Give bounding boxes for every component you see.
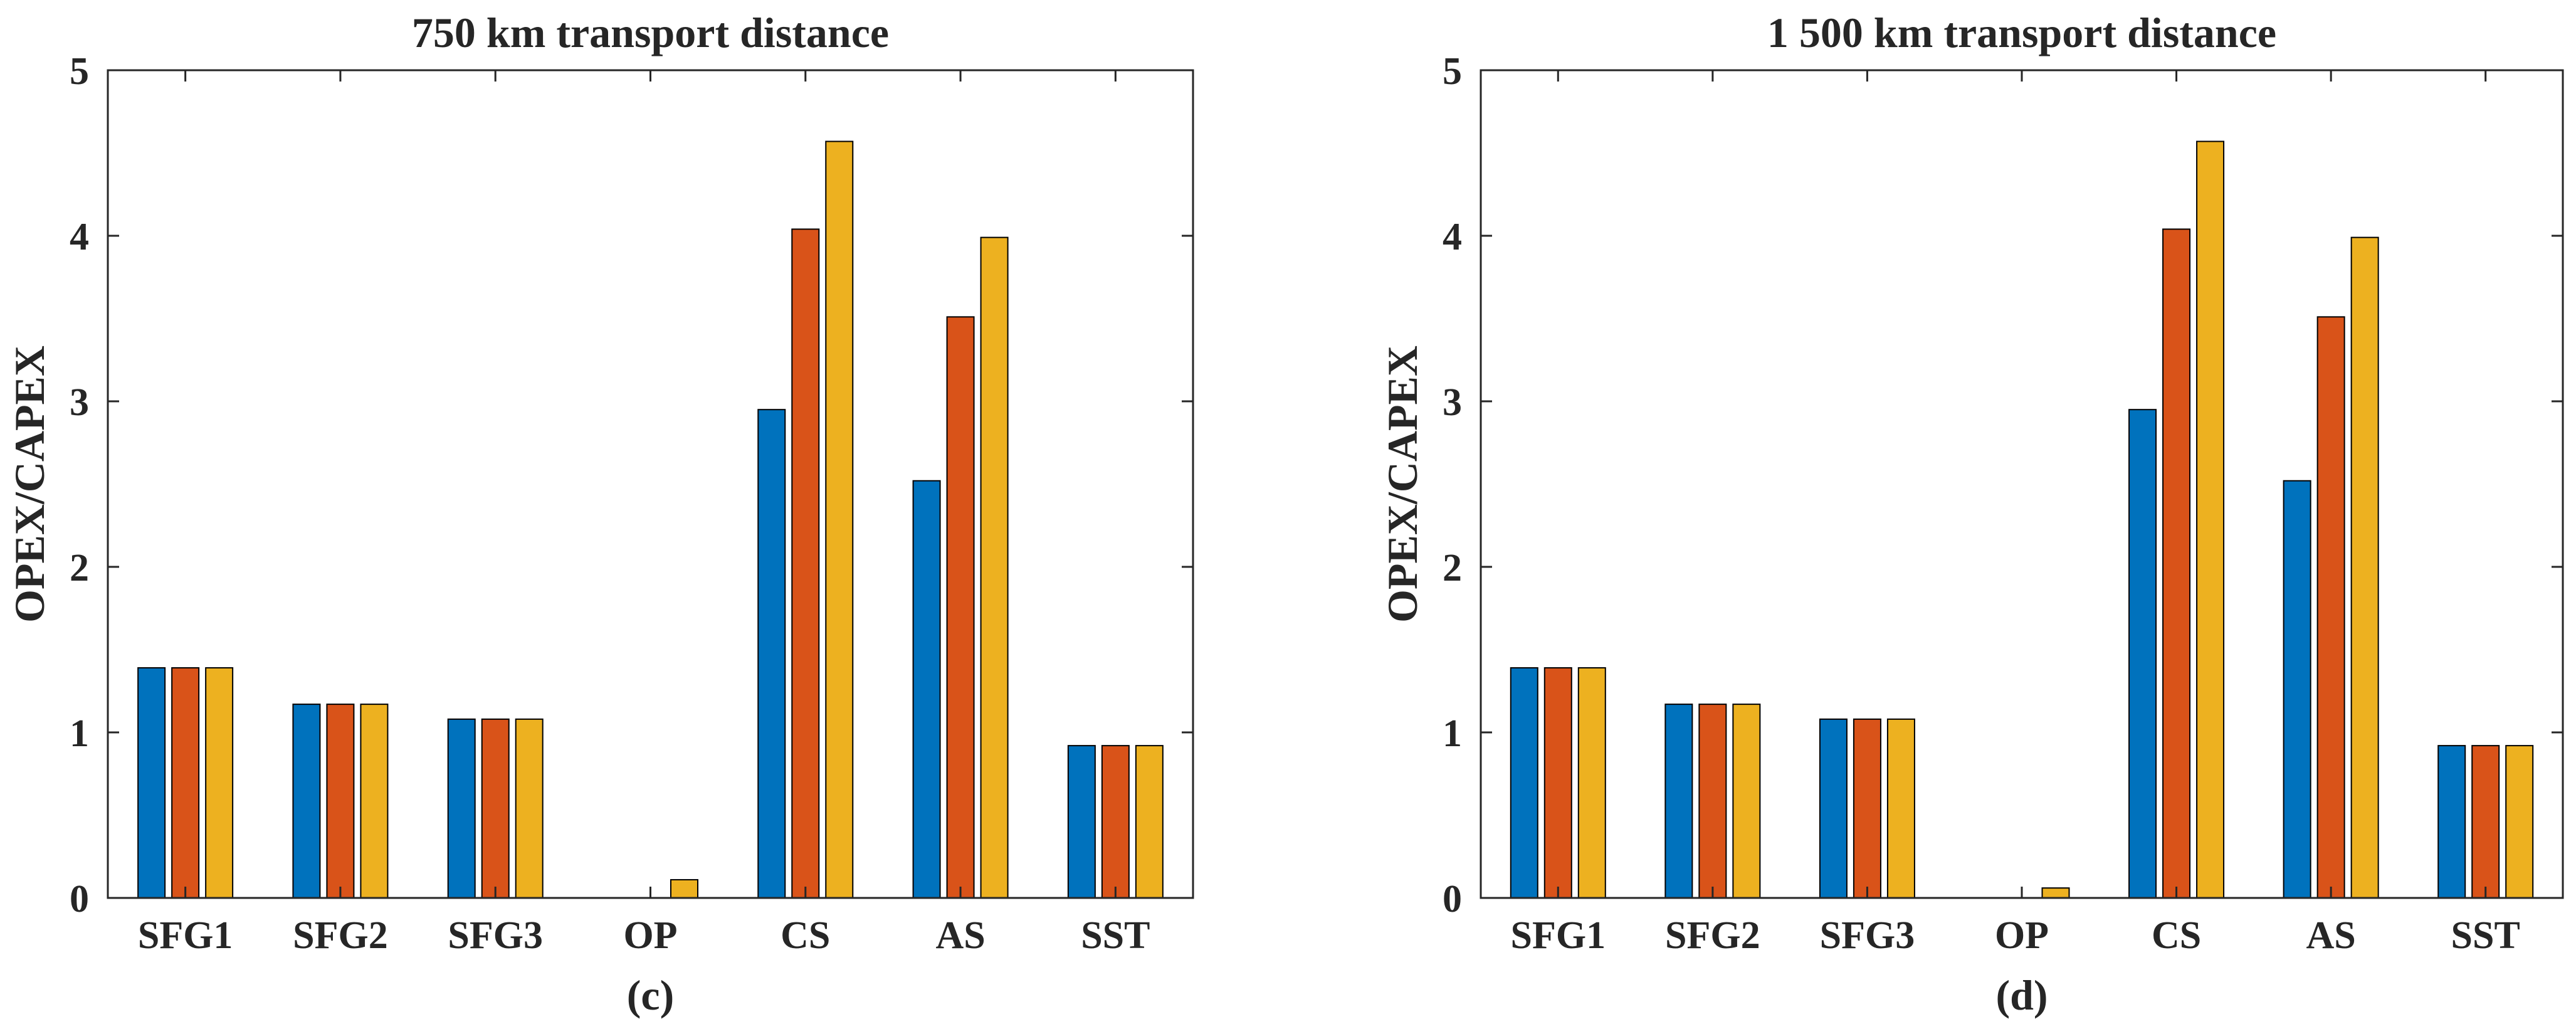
bar-as-series-1 bbox=[912, 480, 941, 899]
bar-sfg2-series-2 bbox=[1698, 704, 1727, 899]
plot-frame bbox=[107, 69, 1194, 899]
bar-sfg1-series-3 bbox=[205, 667, 234, 899]
y-tick-label: 5 bbox=[1443, 50, 1462, 93]
y-axis-label: OPEX/CAPEX bbox=[1379, 346, 1426, 623]
plot-frame bbox=[1480, 69, 2564, 899]
x-tick-label-sfg2: SFG2 bbox=[1665, 914, 1760, 957]
y-tick-label: 3 bbox=[1443, 381, 1462, 424]
bar-as-series-3 bbox=[2350, 236, 2379, 899]
y-tick-label: 0 bbox=[1443, 878, 1462, 921]
chart-panel-c: 0 1 2 3 4 5 SFG1 SFG2 SFG3 OP CS AS SST 750 km transp… bbox=[6, 9, 1194, 1019]
x-tick-label-sfg3: SFG3 bbox=[448, 914, 543, 957]
bar-op-series-3 bbox=[670, 878, 698, 899]
bar-sfg2-series-3 bbox=[1732, 704, 1761, 899]
bar-sfg1-series-2 bbox=[171, 667, 200, 899]
y-tick-label: 5 bbox=[70, 50, 89, 93]
x-tick-label-as: AS bbox=[2306, 914, 2356, 957]
bar-sfg2-series-2 bbox=[326, 704, 355, 899]
bar-sst-series-1 bbox=[2437, 745, 2466, 899]
bar-as-series-3 bbox=[980, 236, 1009, 899]
y-tick-label: 0 bbox=[70, 878, 89, 921]
x-tick-label-sst: SST bbox=[2451, 914, 2520, 957]
x-tick-label-cs: CS bbox=[2152, 914, 2201, 957]
bar-sfg3-series-3 bbox=[1886, 718, 1915, 899]
bar-sfg1-series-2 bbox=[1543, 667, 1572, 899]
y-tick-label: 2 bbox=[70, 547, 89, 589]
y-axis-label: OPEX/CAPEX bbox=[6, 346, 53, 623]
bar-sst-series-3 bbox=[2505, 745, 2534, 899]
bar-cs-series-1 bbox=[2128, 409, 2157, 899]
x-tick-label-sst: SST bbox=[1081, 914, 1150, 957]
bar-sfg3-series-2 bbox=[481, 718, 510, 899]
x-tick-label-op: OP bbox=[1995, 914, 2049, 957]
bar-cs-series-2 bbox=[2162, 228, 2191, 899]
x-tick-label-op: OP bbox=[623, 914, 677, 957]
y-tick-label: 1 bbox=[1443, 712, 1462, 755]
chart-title: 750 km transport distance bbox=[412, 9, 889, 56]
bar-sfg2-series-1 bbox=[292, 704, 321, 899]
bar-sfg2-series-1 bbox=[1664, 704, 1693, 899]
bar-cs-series-2 bbox=[791, 228, 820, 899]
bar-sfg3-series-1 bbox=[1819, 718, 1848, 899]
y-tick-label: 4 bbox=[70, 216, 89, 258]
panel-label: (d) bbox=[1995, 971, 2048, 1019]
x-tick-label-sfg2: SFG2 bbox=[293, 914, 388, 957]
x-tick-label-cs: CS bbox=[781, 914, 830, 957]
panel-label: (c) bbox=[627, 971, 674, 1019]
x-tick-label-sfg3: SFG3 bbox=[1820, 914, 1915, 957]
bar-sfg1-series-1 bbox=[137, 667, 166, 899]
bar-sfg1-series-3 bbox=[1577, 667, 1606, 899]
chart-title: 1 500 km transport distance bbox=[1767, 9, 2276, 56]
bar-as-series-2 bbox=[946, 316, 975, 899]
y-tick-label: 2 bbox=[1443, 547, 1462, 589]
bar-as-series-2 bbox=[2316, 316, 2345, 899]
bar-sst-series-1 bbox=[1067, 745, 1096, 899]
bar-sst-series-2 bbox=[1101, 745, 1130, 899]
bar-op-series-3 bbox=[2041, 887, 2070, 899]
bar-sfg3-series-2 bbox=[1853, 718, 1881, 899]
bar-sst-series-2 bbox=[2471, 745, 2500, 899]
x-tick-label-sfg1: SFG1 bbox=[138, 914, 233, 957]
x-tick-label-sfg1: SFG1 bbox=[1510, 914, 1606, 957]
bar-cs-series-1 bbox=[757, 409, 786, 899]
bar-sst-series-3 bbox=[1135, 745, 1164, 899]
bar-as-series-1 bbox=[2283, 480, 2311, 899]
bar-sfg3-series-1 bbox=[447, 718, 476, 899]
chart-panel-d: 0 1 2 3 4 5 SFG1 SFG2 SFG3 OP CS AS SST 1 500 km tran… bbox=[1379, 9, 2564, 1019]
bar-sfg3-series-3 bbox=[515, 718, 544, 899]
y-tick-label: 1 bbox=[70, 712, 89, 755]
bar-cs-series-3 bbox=[2196, 140, 2225, 899]
bar-sfg2-series-3 bbox=[360, 704, 389, 899]
x-tick-label-as: AS bbox=[935, 914, 985, 957]
y-tick-label: 4 bbox=[1443, 216, 1462, 258]
bar-sfg1-series-1 bbox=[1510, 667, 1538, 899]
bar-cs-series-3 bbox=[825, 140, 854, 899]
y-tick-label: 3 bbox=[70, 381, 89, 424]
